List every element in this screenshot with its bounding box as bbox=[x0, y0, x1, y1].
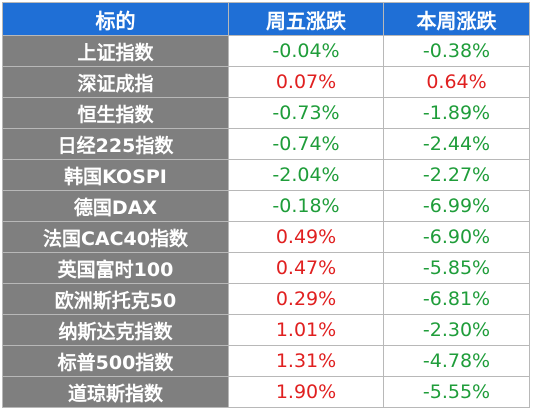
table-row: 深证成指 0.07% 0.64% bbox=[3, 67, 530, 98]
table-row: 法国CAC40指数 0.49% -6.90% bbox=[3, 222, 530, 253]
friday-change-value: 1.01% bbox=[229, 315, 384, 346]
weekly-change-value: -4.78% bbox=[384, 346, 530, 377]
table-row: 日经225指数 -0.74% -2.44% bbox=[3, 129, 530, 160]
index-name: 纳斯达克指数 bbox=[3, 315, 229, 346]
table-row: 恒生指数 -0.73% -1.89% bbox=[3, 98, 530, 129]
index-name: 欧洲斯托克50 bbox=[3, 284, 229, 315]
friday-change-value: 0.29% bbox=[229, 284, 384, 315]
weekly-change-value: -6.81% bbox=[384, 284, 530, 315]
table-row: 德国DAX -0.18% -6.99% bbox=[3, 191, 530, 222]
table-row: 标普500指数 1.31% -4.78% bbox=[3, 346, 530, 377]
weekly-change-value: 0.64% bbox=[384, 67, 530, 98]
index-name: 上证指数 bbox=[3, 36, 229, 67]
index-name: 日经225指数 bbox=[3, 129, 229, 160]
header-friday-change: 周五涨跌 bbox=[229, 3, 384, 36]
friday-change-value: 0.47% bbox=[229, 253, 384, 284]
table-row: 纳斯达克指数 1.01% -2.30% bbox=[3, 315, 530, 346]
table-row: 韩国KOSPI -2.04% -2.27% bbox=[3, 160, 530, 191]
header-weekly-change: 本周涨跌 bbox=[384, 3, 530, 36]
table-row: 道琼斯指数 1.90% -5.55% bbox=[3, 377, 530, 408]
friday-change-value: 1.90% bbox=[229, 377, 384, 408]
index-name: 恒生指数 bbox=[3, 98, 229, 129]
index-name: 法国CAC40指数 bbox=[3, 222, 229, 253]
index-name: 德国DAX bbox=[3, 191, 229, 222]
friday-change-value: -0.18% bbox=[229, 191, 384, 222]
friday-change-value: 1.31% bbox=[229, 346, 384, 377]
weekly-change-value: -6.99% bbox=[384, 191, 530, 222]
friday-change-value: -0.04% bbox=[229, 36, 384, 67]
friday-change-value: 0.49% bbox=[229, 222, 384, 253]
index-name: 英国富时100 bbox=[3, 253, 229, 284]
header-name: 标的 bbox=[3, 3, 229, 36]
weekly-change-value: -5.55% bbox=[384, 377, 530, 408]
table-header: 标的 周五涨跌 本周涨跌 bbox=[3, 3, 530, 36]
table-row: 欧洲斯托克50 0.29% -6.81% bbox=[3, 284, 530, 315]
index-performance-table: 标的 周五涨跌 本周涨跌 上证指数 -0.04% -0.38% 深证成指 0.07% 0.… bbox=[2, 2, 530, 408]
weekly-change-value: -1.89% bbox=[384, 98, 530, 129]
header-row: 标的 周五涨跌 本周涨跌 bbox=[3, 3, 530, 36]
weekly-change-value: -0.38% bbox=[384, 36, 530, 67]
friday-change-value: 0.07% bbox=[229, 67, 384, 98]
index-name: 标普500指数 bbox=[3, 346, 229, 377]
table-row: 上证指数 -0.04% -0.38% bbox=[3, 36, 530, 67]
table-body: 上证指数 -0.04% -0.38% 深证成指 0.07% 0.64% 恒生指数 -0.73%… bbox=[3, 36, 530, 408]
weekly-change-value: -5.85% bbox=[384, 253, 530, 284]
weekly-change-value: -6.90% bbox=[384, 222, 530, 253]
weekly-change-value: -2.30% bbox=[384, 315, 530, 346]
weekly-change-value: -2.27% bbox=[384, 160, 530, 191]
friday-change-value: -0.74% bbox=[229, 129, 384, 160]
index-name: 道琼斯指数 bbox=[3, 377, 229, 408]
friday-change-value: -0.73% bbox=[229, 98, 384, 129]
table-row: 英国富时100 0.47% -5.85% bbox=[3, 253, 530, 284]
index-name: 深证成指 bbox=[3, 67, 229, 98]
weekly-change-value: -2.44% bbox=[384, 129, 530, 160]
friday-change-value: -2.04% bbox=[229, 160, 384, 191]
index-name: 韩国KOSPI bbox=[3, 160, 229, 191]
